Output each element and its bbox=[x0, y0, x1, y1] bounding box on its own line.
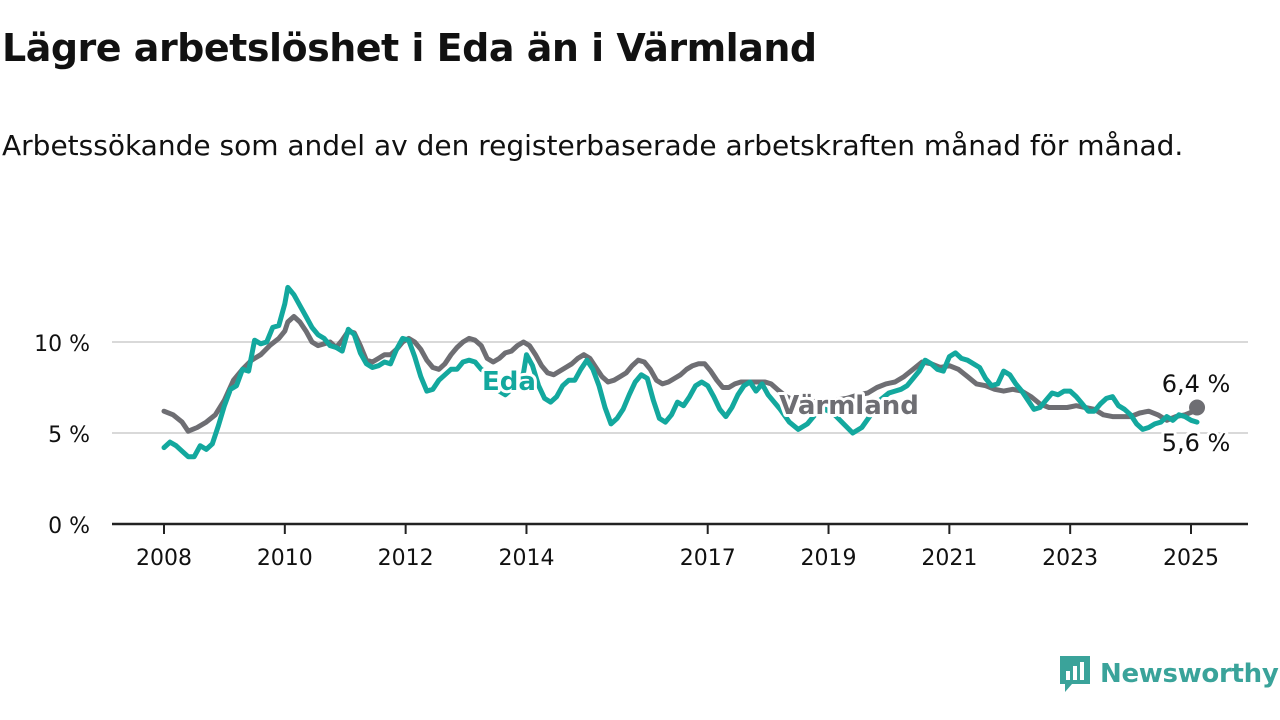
x-tick-label: 2017 bbox=[680, 546, 736, 571]
chart-title: Lägre arbetslöshet i Eda än i Värmland bbox=[2, 26, 817, 70]
gridlines bbox=[112, 341, 1248, 434]
chart-subtitle: Arbetssökande som andel av den registerb… bbox=[2, 129, 1184, 162]
series-labels: Eda Värmland 6,4 % 5,6 % bbox=[479, 364, 1233, 460]
x-axis: 2008 2010 2012 2014 2017 2019 2021 2023 2025 bbox=[112, 522, 1248, 571]
line-chart: 0 %5 %10 % 2008 2010 2012 2014 2017 2019 2021 2… bbox=[34, 284, 1248, 571]
y-tick-label: 5 % bbox=[48, 423, 90, 448]
series-lines bbox=[161, 284, 1206, 460]
x-tick-label: 2025 bbox=[1163, 546, 1219, 571]
x-tick-label: 2021 bbox=[921, 546, 977, 571]
x-tick-label: 2010 bbox=[257, 546, 313, 571]
y-axis-tick-labels: 0 % 5 % 10 % bbox=[34, 332, 90, 539]
x-tick-label: 2014 bbox=[498, 546, 554, 571]
y-tick-label: 10 % bbox=[34, 332, 90, 357]
end-label-varmland: 6,4 % bbox=[1162, 370, 1231, 398]
y-tick-label: 0 % bbox=[48, 514, 90, 539]
series-line-eda bbox=[161, 284, 1200, 460]
x-tick-label: 2012 bbox=[378, 546, 434, 571]
end-marker-varmland bbox=[1189, 399, 1206, 416]
series-label-eda: Eda bbox=[482, 367, 536, 397]
series-label-varmland: Värmland bbox=[779, 391, 919, 421]
x-tick-label: 2008 bbox=[136, 546, 192, 571]
logo-text: Newsworthy bbox=[1100, 659, 1279, 689]
newsworthy-logo-icon bbox=[1060, 656, 1090, 692]
end-label-eda: 5,6 % bbox=[1162, 429, 1231, 457]
x-tick-label: 2023 bbox=[1042, 546, 1098, 571]
x-tick-label: 2019 bbox=[801, 546, 857, 571]
newsworthy-logo: Newsworthy bbox=[1058, 654, 1279, 694]
